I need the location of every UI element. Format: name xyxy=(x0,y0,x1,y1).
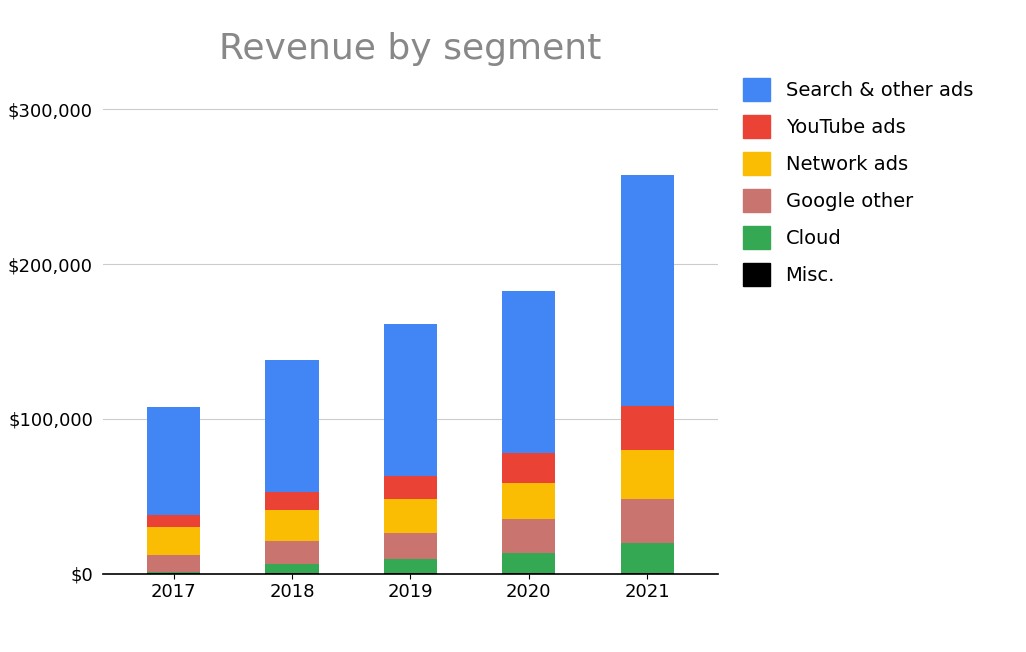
Bar xyxy=(147,572,200,573)
Bar xyxy=(502,452,555,483)
Bar xyxy=(621,406,674,451)
Bar xyxy=(266,361,319,492)
Bar xyxy=(266,541,319,564)
Bar xyxy=(147,555,200,572)
Bar xyxy=(266,573,319,574)
Bar xyxy=(621,175,674,406)
Bar xyxy=(621,451,674,499)
Bar xyxy=(384,572,437,574)
Bar xyxy=(502,519,555,552)
Bar xyxy=(621,499,674,543)
Bar xyxy=(621,543,674,572)
Bar xyxy=(384,324,437,476)
Bar xyxy=(147,527,200,555)
Bar xyxy=(621,572,674,574)
Bar xyxy=(502,572,555,574)
Bar xyxy=(266,510,319,541)
Bar xyxy=(502,483,555,519)
Bar xyxy=(384,499,437,533)
Bar xyxy=(384,559,437,572)
Legend: Search & other ads, YouTube ads, Network ads, Google other, Cloud, Misc.: Search & other ads, YouTube ads, Network… xyxy=(743,78,973,286)
Bar xyxy=(147,407,200,515)
Bar xyxy=(266,492,319,510)
Bar xyxy=(384,476,437,499)
Bar xyxy=(502,291,555,452)
Bar xyxy=(502,552,555,572)
Bar xyxy=(147,515,200,527)
Bar xyxy=(384,533,437,559)
Bar xyxy=(266,564,319,573)
Title: Revenue by segment: Revenue by segment xyxy=(220,32,601,66)
